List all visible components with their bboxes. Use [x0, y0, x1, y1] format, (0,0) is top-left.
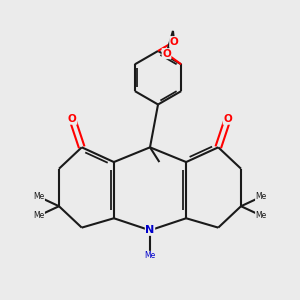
Text: N: N	[146, 225, 154, 235]
Text: Me: Me	[144, 251, 156, 260]
Text: O: O	[223, 114, 232, 124]
Text: O: O	[68, 114, 77, 124]
Text: O: O	[162, 49, 171, 58]
Text: Me: Me	[256, 211, 267, 220]
Text: Me: Me	[256, 192, 267, 201]
Text: Me: Me	[33, 211, 44, 220]
Text: Me: Me	[33, 192, 44, 201]
Text: O: O	[170, 37, 178, 46]
